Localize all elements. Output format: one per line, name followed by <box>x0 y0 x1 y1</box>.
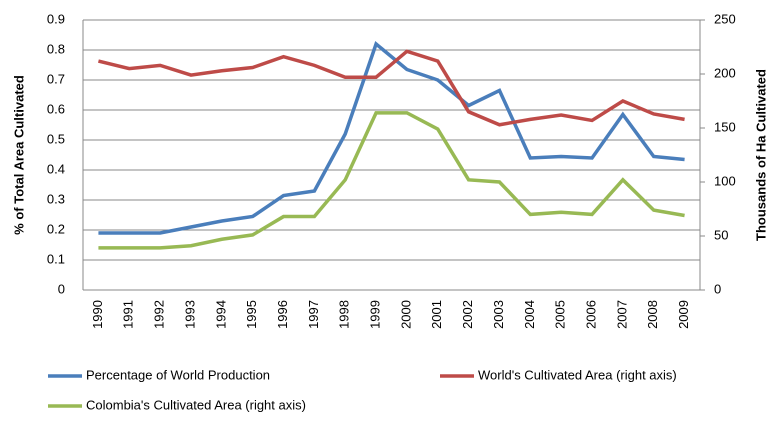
y-tick-label: 0.5 <box>47 131 65 146</box>
y-tick-label: 0.2 <box>47 221 65 236</box>
legend-label: Percentage of World Production <box>86 367 270 382</box>
x-tick-label: 1999 <box>368 300 383 329</box>
x-tick-label: 2009 <box>676 300 691 329</box>
x-tick-label: 2002 <box>460 300 475 329</box>
y-tick-label: 0.9 <box>47 11 65 26</box>
x-tick-label: 2004 <box>522 300 537 329</box>
x-tick-label: 1996 <box>275 300 290 329</box>
x-tick-label: 2008 <box>645 300 660 329</box>
series-line <box>98 49 685 127</box>
y-tick-label: 0.8 <box>47 41 65 56</box>
x-tick-label: 1992 <box>152 300 167 329</box>
y2-tick-label: 250 <box>714 11 736 26</box>
y-tick-label: 0 <box>58 281 65 296</box>
legend-label: Colombia's Cultivated Area (right axis) <box>86 397 306 412</box>
y2-tick-label: 0 <box>714 281 721 296</box>
y-tick-label: 0.1 <box>47 251 65 266</box>
x-tick-label: 2001 <box>429 300 444 329</box>
x-tick-label: 2006 <box>583 300 598 329</box>
y-tick-label: 0.6 <box>47 101 65 116</box>
x-tick-label: 1994 <box>213 300 228 329</box>
y2-axis-label: Thousands of Ha Cultivated <box>753 69 768 241</box>
x-tick-label: 2000 <box>398 300 413 329</box>
y-tick-label: 0.4 <box>47 161 65 176</box>
y2-tick-label: 100 <box>714 173 736 188</box>
x-tick-label: 1993 <box>182 300 197 329</box>
series-line <box>98 111 685 250</box>
y-tick-label: 0.7 <box>47 71 65 86</box>
x-tick-label: 2007 <box>614 300 629 329</box>
y-axis-label: % of Total Area Cultivated <box>11 75 26 235</box>
x-tick-label: 1991 <box>121 300 136 329</box>
x-tick-label: 1998 <box>337 300 352 329</box>
x-tick-label: 2003 <box>491 300 506 329</box>
series-line <box>98 41 685 235</box>
y-tick-label: 0.3 <box>47 191 65 206</box>
y2-tick-label: 150 <box>714 119 736 134</box>
x-tick-label: 1995 <box>244 300 259 329</box>
legend-label: World's Cultivated Area (right axis) <box>478 367 677 382</box>
y2-tick-label: 200 <box>714 65 736 80</box>
y2-tick-label: 50 <box>714 227 728 242</box>
x-tick-label: 1997 <box>306 300 321 329</box>
x-tick-label: 2005 <box>553 300 568 329</box>
x-tick-label: 1990 <box>90 300 105 329</box>
